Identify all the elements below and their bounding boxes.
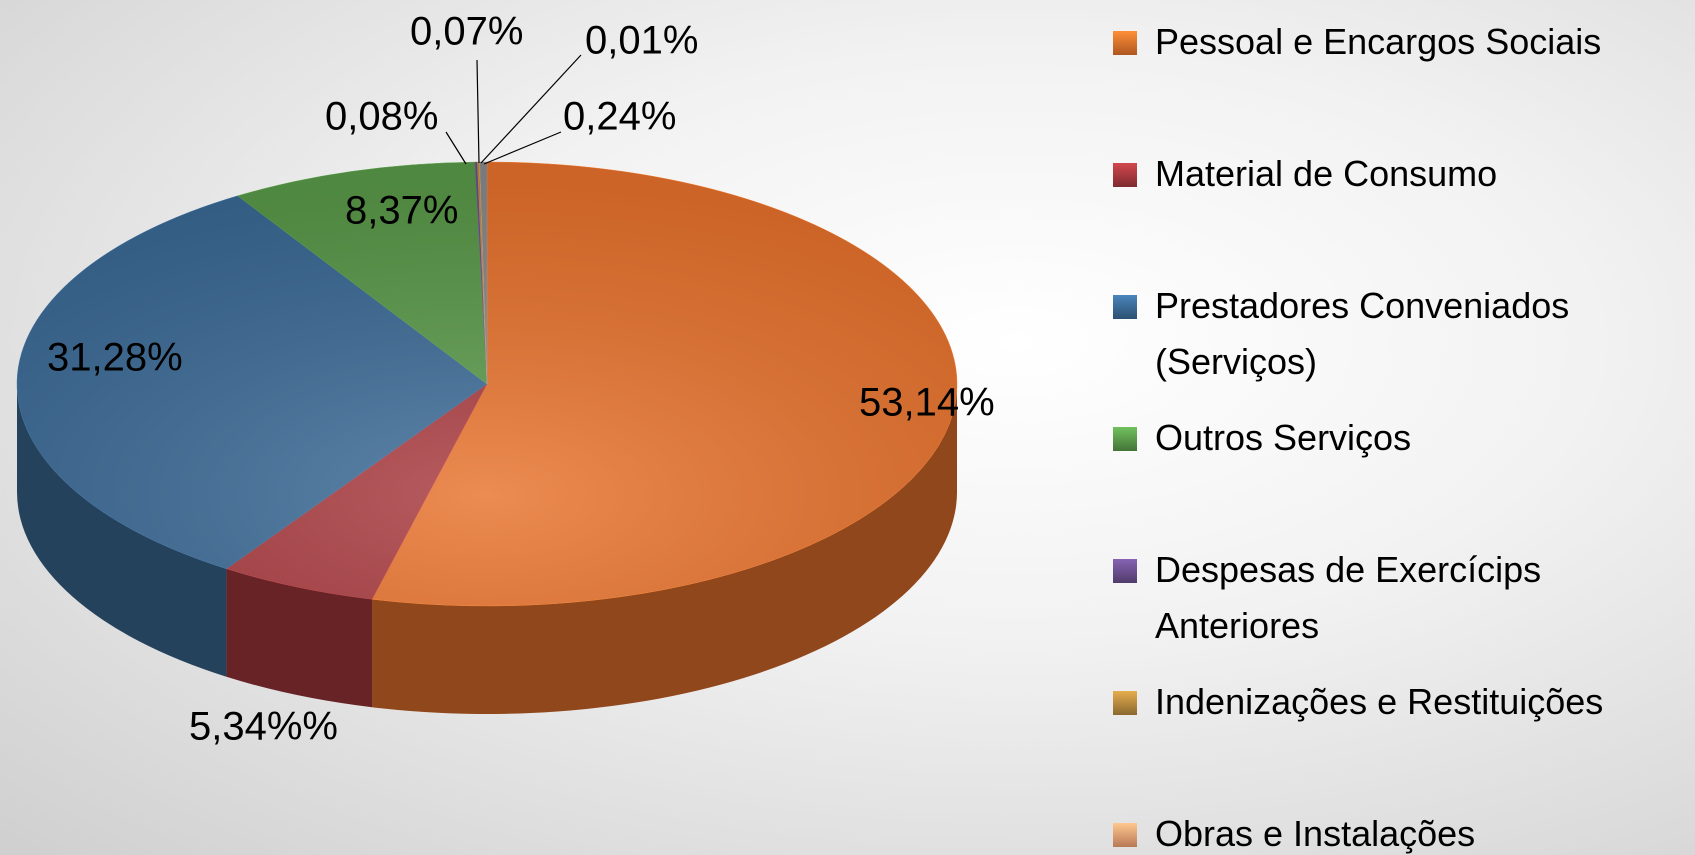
leader-line [476, 59, 480, 164]
legend-label: Pessoal e Encargos Sociais [1155, 21, 1602, 62]
legend-label: Obras e Instalações [1155, 813, 1476, 854]
legend-swatch [1113, 31, 1137, 55]
legend-swatch [1113, 295, 1137, 319]
legend-item: Obras e Instalações [1113, 806, 1653, 855]
legend-item: Material de Consumo [1113, 146, 1653, 202]
legend-item: Despesas de Exercícips Anteriores [1113, 542, 1653, 654]
data-label: 8,37% [345, 189, 458, 233]
legend-swatch [1113, 691, 1137, 715]
data-label: 53,14% [859, 381, 995, 425]
legend-swatch [1113, 163, 1137, 187]
legend-item: Outros Serviços [1113, 410, 1653, 466]
data-label: 0,24% [563, 95, 676, 139]
legend-label: Material de Consumo [1155, 153, 1498, 194]
leader-line [480, 54, 582, 164]
legend-label: Prestadores Conveniados (Serviços) [1155, 285, 1570, 382]
legend-label: Despesas de Exercícips Anteriores [1155, 549, 1542, 646]
legend-item: Pessoal e Encargos Sociais [1113, 14, 1653, 70]
legend-label: Indenizações e Restituições [1155, 681, 1604, 722]
leader-line [445, 131, 467, 165]
legend-item: Indenizações e Restituições [1113, 674, 1653, 730]
legend-label: Outros Serviços [1155, 417, 1412, 458]
legend-swatch [1113, 559, 1137, 583]
data-label: 31,28% [47, 336, 183, 380]
slice-side [372, 384, 957, 714]
data-label: 5,34%% [189, 705, 338, 749]
leader-line [483, 131, 562, 165]
data-label: 0,08% [325, 95, 438, 139]
legend-swatch [1113, 427, 1137, 451]
data-label: 0,07% [410, 10, 523, 54]
legend-item: Prestadores Conveniados (Serviços) [1113, 278, 1653, 390]
data-label: 0,01% [585, 19, 698, 63]
legend-swatch [1113, 823, 1137, 847]
